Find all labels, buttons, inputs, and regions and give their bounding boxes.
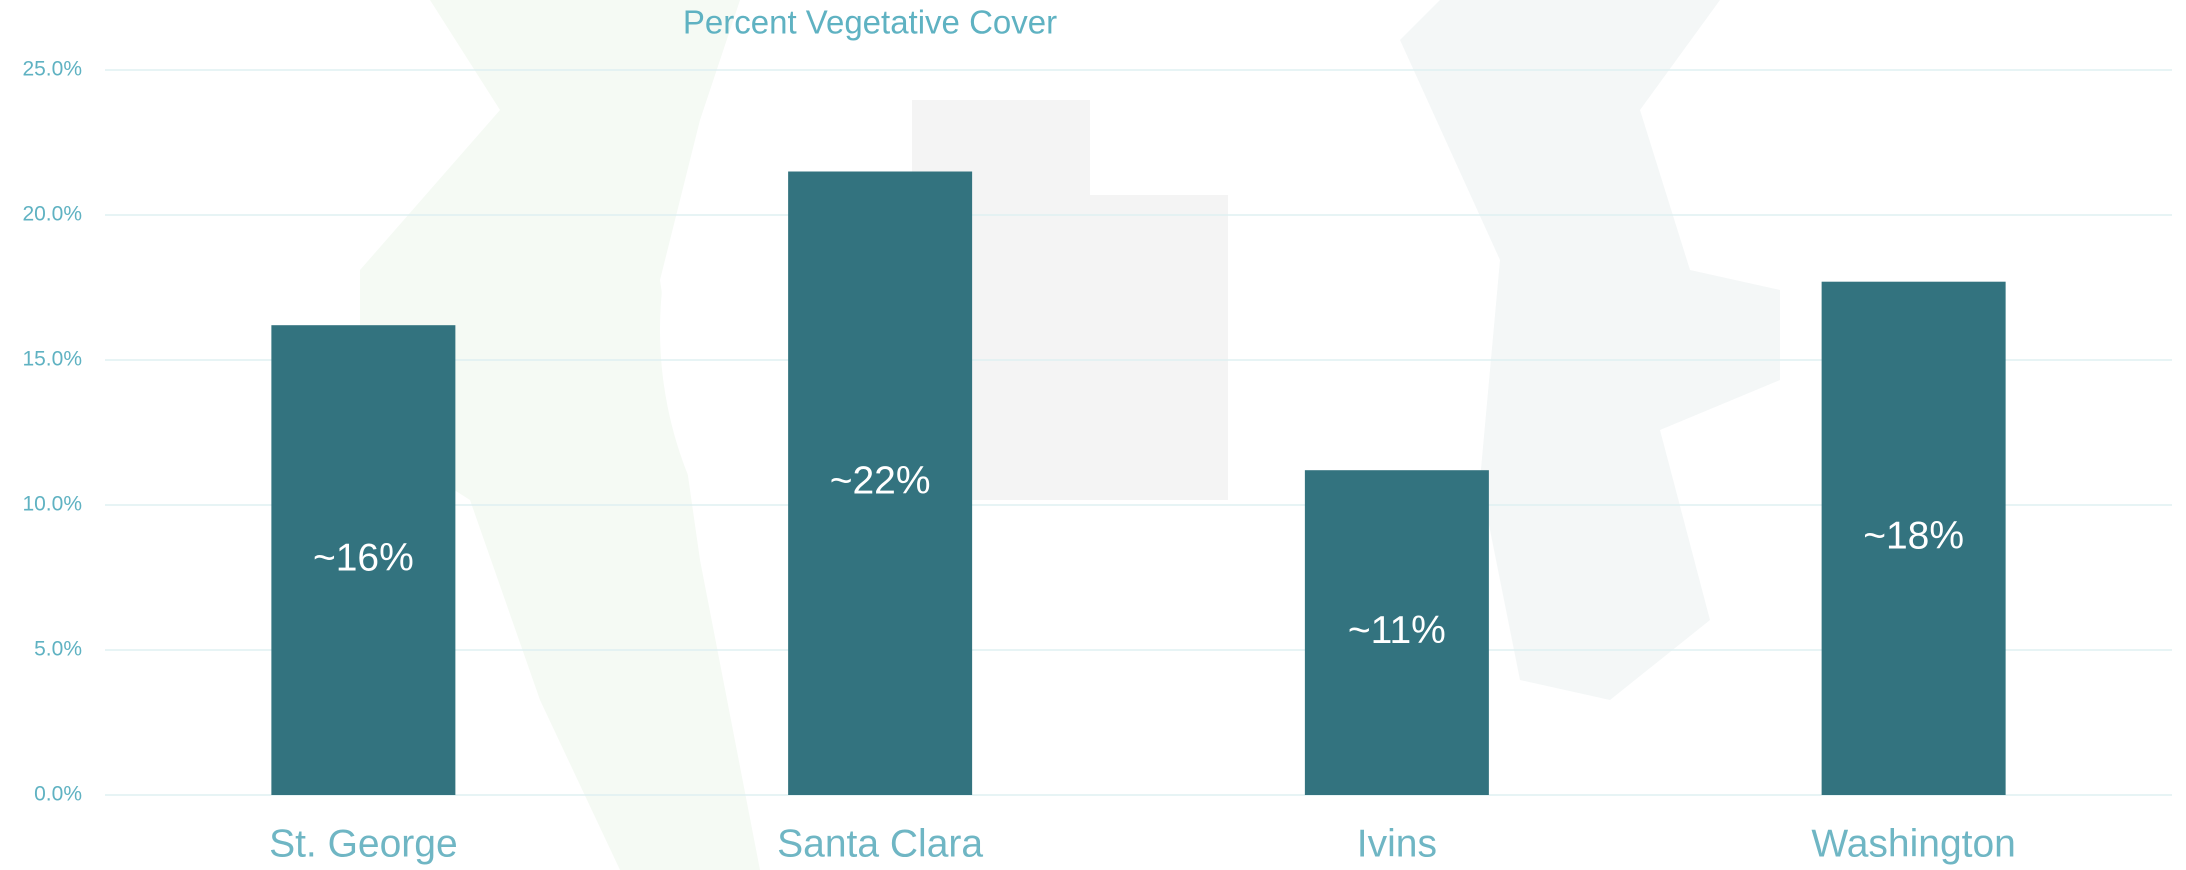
data-label: ~11%: [1348, 609, 1446, 652]
bar: [1821, 281, 2006, 795]
x-tick-label: Washington: [1811, 822, 2016, 865]
y-tick-label: 20.0%: [22, 203, 82, 226]
watermark: [360, 0, 1780, 870]
data-label: ~18%: [1863, 515, 1964, 558]
bar: [1304, 470, 1489, 795]
y-tick-label: 5.0%: [34, 638, 82, 661]
x-tick-label: Santa Clara: [777, 822, 983, 865]
x-tick-label: St. George: [269, 822, 458, 865]
x-tick-label: Ivins: [1357, 822, 1437, 865]
y-tick-label: 25.0%: [22, 58, 82, 81]
y-tick-label: 0.0%: [34, 783, 82, 806]
chart-title: Percent Vegetative Cover: [683, 4, 1057, 41]
y-tick-label: 15.0%: [22, 348, 82, 371]
data-label: ~22%: [830, 460, 931, 503]
bar: [271, 325, 456, 795]
bar: [788, 171, 973, 795]
y-tick-label: 10.0%: [22, 493, 82, 516]
data-label: ~16%: [313, 536, 414, 579]
